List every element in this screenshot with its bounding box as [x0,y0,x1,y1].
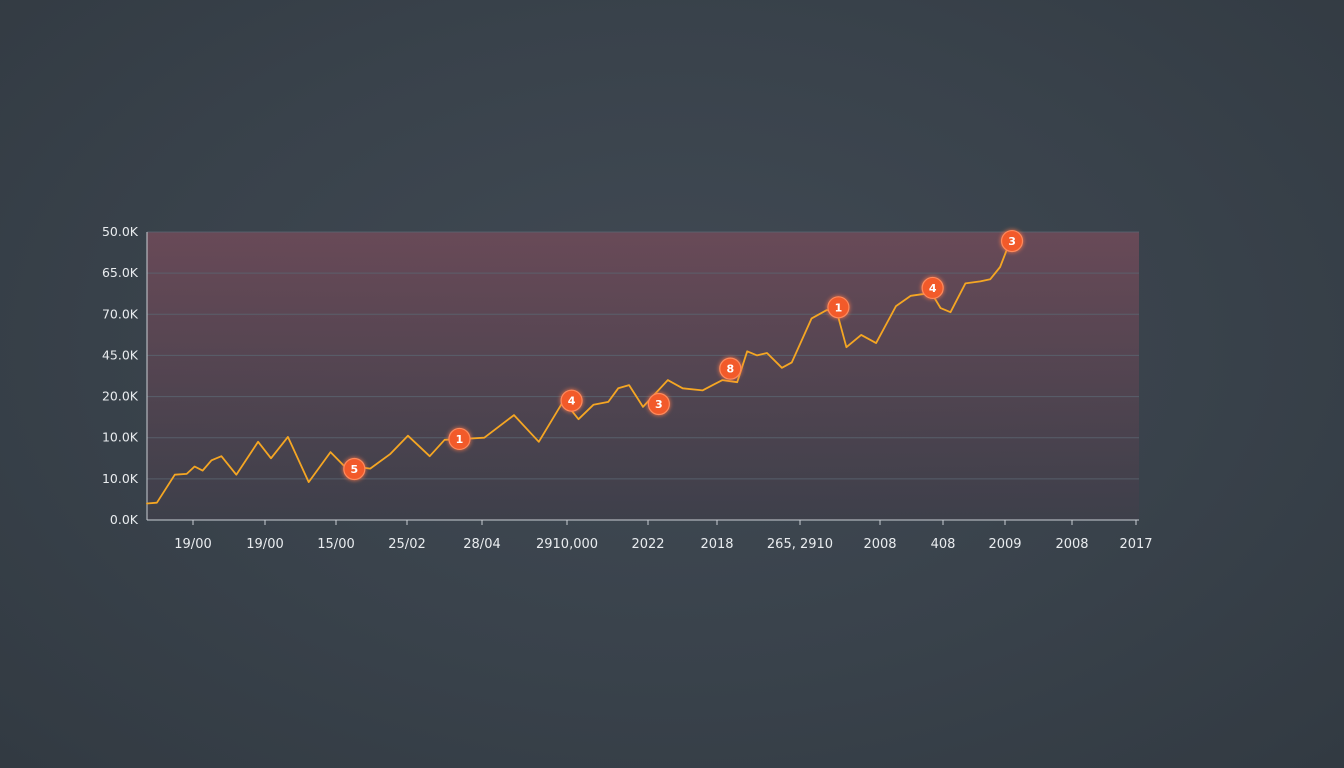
marker-circle [560,389,583,412]
marker-label: 3 [1008,235,1016,248]
series-line [146,240,1011,505]
x-tick-label: 19/00 [246,537,283,552]
x-tick-labels: 19/00 19/00 15/00 25/02 28/04 2910,000 2022 201… [174,537,1152,552]
marker-circle [343,457,366,481]
y-tick-label: 70.0K [102,306,139,321]
marker-label: 4 [568,395,576,408]
series-line-path [146,240,1011,505]
marker-circle [647,392,670,416]
annotation-markers: 5 1 4 3 8 1 4 3 [343,229,1024,481]
x-tick-label: 2008 [863,537,896,552]
x-tick-label: 265, 2910 [767,537,833,552]
axes [146,232,1139,525]
x-tick-label: 19/00 [174,537,211,552]
y-tick-label: 10.0K [102,471,139,486]
x-tick-label: 2022 [631,537,664,552]
marker-label: 8 [726,363,734,376]
area-fill-shape [147,232,1139,520]
y-tick-label: 20.0K [102,389,139,404]
marker-label: 1 [835,301,843,314]
y-tick-label: 45.0K [102,347,139,362]
annotation-marker[interactable]: 1 [448,427,471,451]
x-tick-label: 2910,000 [536,537,598,552]
x-tick-label: 2018 [700,537,733,552]
y-tick-label: 0.0K [110,512,139,527]
marker-circle [827,296,850,319]
x-tick-label: 2008 [1055,537,1088,552]
marker-label: 4 [929,282,937,295]
marker-circle [1000,229,1024,253]
marker-label: 5 [350,463,358,476]
annotation-marker[interactable]: 8 [719,357,742,380]
annotation-marker[interactable]: 4 [921,276,944,300]
area-fill [147,231,1139,520]
y-tick-labels: 0.0K 10.0K 10.0K 20.0K 45.0K 70.0K 65.0K 50.0K [102,224,139,527]
x-tick-label: 2009 [988,537,1021,552]
x-tick-label: 2017 [1119,537,1152,552]
x-tick-label: 408 [931,537,956,552]
marker-circle [719,357,742,380]
marker-circle [448,427,471,451]
y-tick-label: 10.0K [102,430,139,445]
marker-label: 3 [655,398,663,411]
annotation-marker[interactable]: 5 [343,457,366,481]
x-tick-label: 15/00 [317,537,354,552]
annotation-marker[interactable]: 4 [560,389,583,412]
x-tick-label: 28/04 [463,537,500,552]
marker-label: 1 [456,433,464,446]
marker-circle [921,276,944,300]
annotation-marker[interactable]: 3 [647,392,670,416]
y-tick-label: 50.0K [102,224,139,239]
annotation-marker[interactable]: 1 [827,296,850,319]
x-tick-label: 25/02 [388,537,425,552]
annotation-marker[interactable]: 3 [1000,229,1024,253]
y-tick-label: 65.0K [102,265,139,280]
